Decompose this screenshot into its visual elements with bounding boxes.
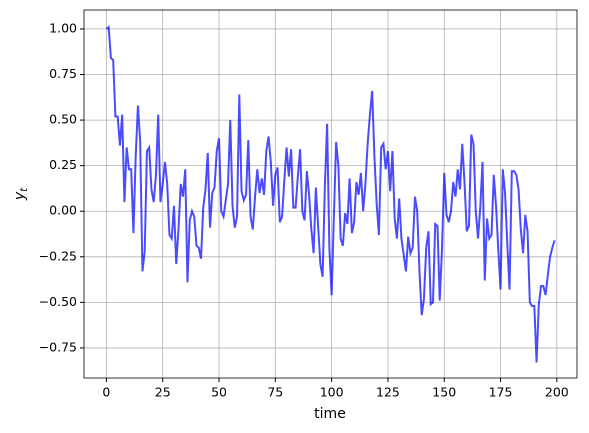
y-tick-label: 0.50 xyxy=(49,112,77,127)
y-tick-label: −0.25 xyxy=(39,248,77,263)
x-tick-label: 25 xyxy=(155,385,171,400)
x-tick-label: 75 xyxy=(267,385,283,400)
y-tick-label: 0.75 xyxy=(49,66,77,81)
y-axis-label: yt xyxy=(12,187,30,201)
y-tick-label: 1.00 xyxy=(49,20,77,35)
x-tick-label: 100 xyxy=(320,385,344,400)
plot-frame xyxy=(83,9,578,379)
y-tick-label: −0.50 xyxy=(39,294,77,309)
x-tick-label: 175 xyxy=(489,385,513,400)
y-tick-label: −0.75 xyxy=(39,339,77,354)
y-tick-label: 0.25 xyxy=(49,157,77,172)
x-tick-label: 200 xyxy=(545,385,569,400)
x-tick-label: 50 xyxy=(211,385,227,400)
x-tick-label: 150 xyxy=(432,385,456,400)
data-line xyxy=(105,25,556,363)
x-tick-label: 125 xyxy=(376,385,400,400)
x-tick-label: 0 xyxy=(102,385,110,400)
x-axis-label: time xyxy=(314,406,346,422)
y-tick-label: 0.00 xyxy=(49,203,77,218)
